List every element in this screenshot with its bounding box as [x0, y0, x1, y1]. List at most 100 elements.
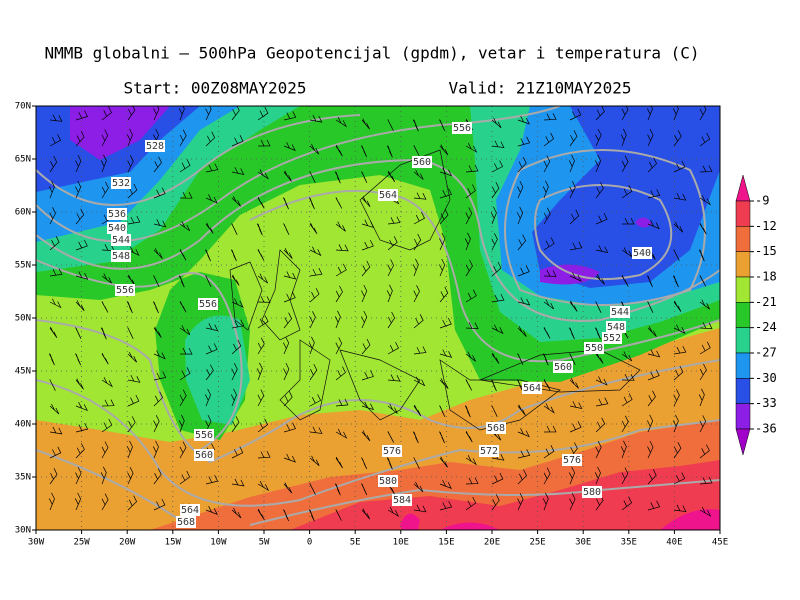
colorbar-band: [735, 378, 751, 404]
x-tick-label: 15E: [438, 538, 454, 548]
wind-barb: [49, 155, 58, 173]
wind-barb: [517, 326, 527, 337]
wind-barb: [283, 170, 292, 182]
y-tick-label: 45N: [15, 367, 31, 377]
wind-barb: [595, 213, 608, 225]
wind-barb: [595, 397, 609, 407]
contour-label-box: [562, 454, 582, 466]
wind-barb: [335, 428, 348, 439]
wind-barb: [595, 417, 606, 433]
wind-barb: [257, 296, 271, 303]
wind-barb: [361, 145, 368, 158]
wind-barb: [491, 182, 500, 199]
wind-barb: [179, 249, 187, 261]
wind-barb: [283, 509, 290, 522]
wind-barb: [205, 106, 212, 121]
wind-barb: [309, 483, 316, 495]
contour-label: 548: [112, 251, 130, 262]
contour-label-box: [452, 122, 472, 134]
wind-barb: [386, 284, 393, 303]
wind-barb: [361, 284, 368, 303]
wind-barb: [569, 378, 579, 389]
colorbar-cap: [735, 174, 751, 202]
contour-label-box: [145, 140, 165, 152]
wind-barb: [361, 338, 371, 355]
wind-barb: [543, 425, 557, 433]
wind-barb: [569, 181, 576, 199]
wind-barb: [387, 236, 398, 251]
wind-barb: [412, 431, 419, 444]
contour-label: 576: [383, 446, 401, 457]
wind-barb: [308, 336, 315, 355]
contour-label-box: [378, 475, 398, 487]
wind-barb: [386, 457, 393, 470]
wind-barb: [647, 326, 657, 337]
wind-barb: [673, 345, 687, 355]
wind-barb: [595, 376, 608, 386]
contour-label: 556: [116, 285, 134, 296]
wind-barb: [439, 349, 453, 358]
wind-barb: [256, 362, 263, 381]
wind-barb: [621, 275, 629, 287]
wind-barb: [335, 117, 348, 128]
wind-barb: [517, 469, 527, 485]
wind-barb: [127, 394, 140, 407]
wind-barb: [49, 426, 63, 435]
wind-barb: [178, 275, 185, 288]
wind-barb: [542, 492, 549, 511]
wind-barb: [647, 349, 661, 358]
wind-barb: [517, 404, 526, 416]
wind-barb: [543, 207, 551, 225]
x-tick-label: 15W: [165, 538, 182, 548]
wind-barb: [672, 275, 679, 288]
wind-barb: [257, 337, 265, 355]
contour-label-box: [632, 247, 652, 259]
contour-label-box: [382, 445, 402, 457]
x-tick-label: 25E: [529, 538, 545, 548]
wind-barb: [413, 192, 427, 200]
wind-barb: [127, 274, 136, 286]
wind-barb: [75, 110, 88, 121]
contour-label-box: [602, 332, 622, 344]
wind-barb: [412, 258, 419, 277]
wind-barb: [153, 371, 167, 381]
wind-barb: [517, 353, 524, 366]
wind-barb: [153, 219, 167, 228]
wind-barb: [413, 481, 424, 493]
wind-barb: [126, 301, 133, 314]
contour-label: 532: [112, 178, 130, 189]
wind-barb: [334, 310, 341, 329]
wind-barb: [413, 404, 422, 417]
wind-barb: [101, 399, 115, 407]
wind-barb: [361, 457, 368, 470]
contour-label: 560: [195, 450, 213, 461]
wind-barb: [491, 352, 500, 364]
wind-barb: [387, 341, 399, 355]
wind-barb: [673, 442, 682, 459]
wind-barb: [153, 187, 166, 199]
wind-barb: [387, 311, 396, 329]
wind-barb: [569, 353, 576, 365]
contour-label: 560: [413, 157, 431, 168]
wind-barb: [672, 414, 679, 433]
wind-barb: [569, 108, 582, 121]
wind-barb: [309, 246, 322, 257]
wind-barb: [699, 322, 713, 330]
wind-barb: [517, 180, 524, 199]
wind-barb: [621, 155, 629, 173]
wind-barb: [465, 207, 473, 225]
wind-barb: [464, 232, 471, 251]
map-overlay: 5285325365405445485565565565605645685565…: [15, 102, 728, 548]
colorbar-label: -36: [755, 422, 777, 436]
x-tick-label: 25W: [73, 538, 90, 548]
y-tick-label: 60N: [15, 208, 31, 218]
wind-barb: [153, 498, 166, 511]
colorbar-band: [735, 251, 751, 278]
contour-label-box: [111, 177, 131, 189]
wind-barb: [231, 446, 244, 459]
wind-barb: [465, 164, 479, 173]
wind-barb: [179, 191, 193, 199]
wind-barb: [621, 374, 635, 381]
wind-barb: [178, 106, 185, 121]
map-field: [36, 106, 720, 530]
